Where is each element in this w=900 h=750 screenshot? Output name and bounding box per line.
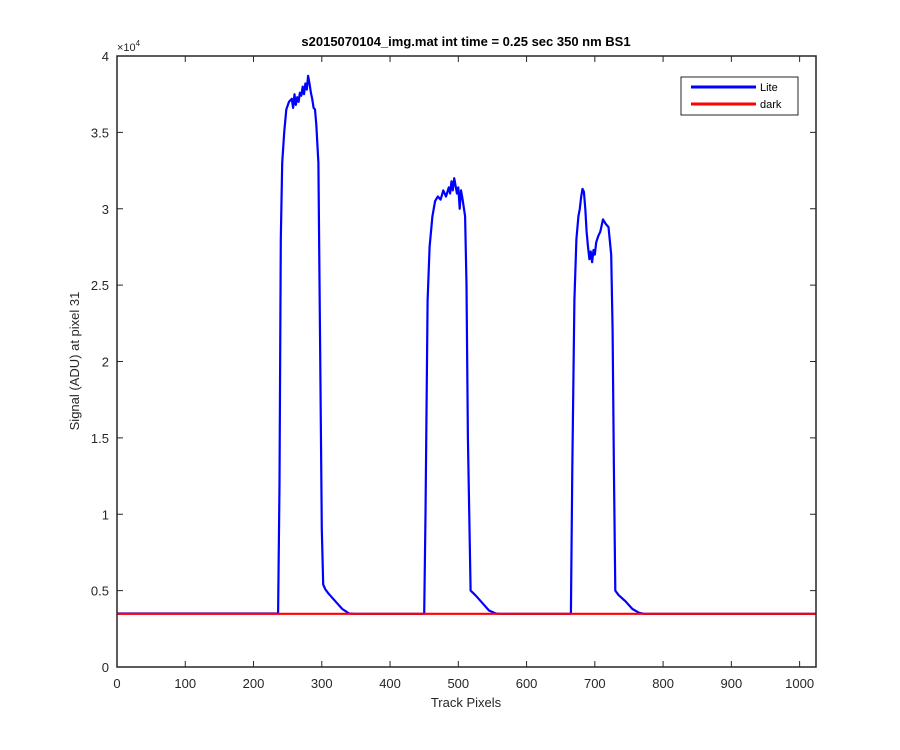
x-tick-label: 400	[379, 676, 401, 691]
legend-label-dark: dark	[760, 99, 782, 111]
series-layer	[117, 74, 816, 615]
x-tick-label: 200	[243, 676, 265, 691]
series-line-lite	[117, 74, 816, 615]
y-tick-label: 4	[102, 49, 109, 64]
y-axis: 0 0.5 1 1.5 2 2.5 3 3.5 4	[91, 49, 816, 675]
legend-box	[680, 76, 799, 116]
y-tick-label: 1	[102, 507, 109, 522]
x-tick-label: 300	[311, 676, 333, 691]
y-exponent-label: ×104	[117, 39, 141, 54]
x-tick-label: 800	[652, 676, 674, 691]
y-axis-label: Signal (ADU) at pixel 31	[67, 292, 82, 431]
legend-label-lite: Lite	[760, 82, 778, 94]
y-tick-label: 2	[102, 355, 109, 370]
x-axis-label: Track Pixels	[431, 695, 502, 710]
chart-title: s2015070104_img.mat int time = 0.25 sec …	[301, 34, 630, 49]
y-tick-label: 0.5	[91, 584, 109, 599]
y-tick-label: 3	[102, 202, 109, 217]
x-tick-label: 1000	[785, 676, 814, 691]
legend: Lite dark	[680, 76, 799, 116]
x-tick-label: 0	[113, 676, 120, 691]
x-tick-label: 500	[447, 676, 469, 691]
y-tick-label: 0	[102, 660, 109, 675]
y-tick-label: 2.5	[91, 278, 109, 293]
x-tick-label: 600	[516, 676, 538, 691]
y-tick-label: 1.5	[91, 431, 109, 446]
y-tick-label: 3.5	[91, 125, 109, 140]
x-tick-label: 100	[174, 676, 196, 691]
x-tick-label: 900	[721, 676, 743, 691]
x-axis: 0 100 200 300 400 500 600 700 800 900 1000	[113, 56, 814, 691]
x-tick-label: 700	[584, 676, 606, 691]
